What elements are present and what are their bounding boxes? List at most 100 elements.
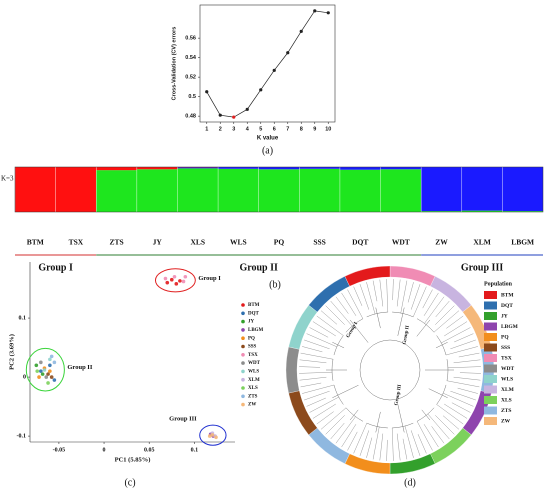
tree-leaf: [458, 352, 480, 358]
plot-frame: [199, 4, 336, 123]
tree-leaf: [404, 425, 414, 458]
ancestry-segment: [136, 169, 178, 212]
tree-arc: [392, 311, 414, 318]
cv-point: [218, 113, 222, 117]
legend-swatch: [484, 291, 497, 299]
legend-label: XLM: [501, 387, 515, 393]
x-tick-label: 10: [325, 126, 331, 132]
tree-leaf: [299, 359, 327, 363]
pca-point: [35, 369, 40, 373]
pca-point: [44, 375, 49, 379]
tree-arc: [436, 384, 447, 405]
tree-leaf: [330, 422, 345, 440]
legend-label: ZW: [248, 403, 256, 408]
tree-leaf: [359, 284, 370, 310]
x-axis-label: PC1 (5.85%): [115, 456, 151, 463]
tree-leaf: [320, 407, 347, 430]
group-label: Group III: [461, 262, 503, 273]
tree-leaf: [306, 397, 326, 407]
x-tick-label: 4: [246, 126, 250, 132]
tree-leaf: [379, 279, 383, 307]
tree-leaf: [341, 424, 357, 448]
x-tick-label: -0.05: [53, 447, 66, 453]
group-label: Group I: [38, 262, 73, 273]
ancestry-segment: [218, 167, 259, 169]
group-annotation: Group II: [67, 364, 92, 371]
legend-marker: [241, 361, 245, 365]
tree-leaf: [435, 305, 455, 325]
tree-arc: [366, 311, 388, 318]
population-label: ZTS: [109, 238, 123, 247]
tree-leaf: [431, 426, 445, 444]
pca-point: [174, 282, 179, 286]
ancestry-segment: [177, 167, 219, 169]
legend-swatch: [484, 354, 497, 362]
pca-point: [178, 279, 182, 283]
cv-line: [206, 10, 329, 118]
legend-marker: [241, 344, 245, 349]
tree-leaf: [353, 423, 367, 454]
pca-point: [183, 274, 188, 279]
legend-label: TSX: [248, 353, 258, 358]
legend-marker: [241, 402, 245, 407]
population-label: WLS: [230, 238, 247, 247]
tree-leaf: [407, 282, 414, 303]
cv-point: [286, 51, 290, 55]
tree-leaf: [397, 433, 401, 461]
tree-leaf: [416, 421, 433, 451]
tree-arc: [416, 318, 435, 333]
ancestry-segment: [461, 210, 503, 212]
legend-swatch: [484, 396, 497, 404]
pca-point: [42, 368, 47, 372]
tree-leaf: [347, 289, 364, 319]
legend-label: BTM: [501, 292, 514, 298]
ring-segment: [430, 427, 472, 464]
k-label: K=3: [1, 175, 14, 183]
pca-point: [34, 363, 39, 368]
tree-branch: [332, 385, 359, 398]
tree-leaf: [309, 327, 329, 338]
legend-label: WLS: [501, 376, 513, 382]
x-tick-label: 6: [273, 126, 276, 132]
pca-point: [181, 279, 186, 284]
tree-leaf: [441, 327, 471, 344]
population-label: WDT: [392, 238, 410, 247]
legend-label: JY: [501, 313, 508, 319]
legend-swatch: [484, 375, 497, 383]
legend-label: PQ: [248, 336, 255, 341]
tree-leaf: [320, 310, 338, 325]
ancestry-segment: [502, 211, 543, 212]
legend-swatch: [484, 333, 497, 341]
population-label: TSX: [69, 238, 84, 247]
tree-arc: [416, 407, 435, 422]
tree-leaf: [330, 300, 353, 327]
legend-marker: [241, 303, 245, 307]
tree-leaf: [402, 438, 408, 460]
ancestry-segment: [421, 167, 462, 212]
tree-leaf: [299, 372, 333, 374]
tree-leaf: [459, 372, 481, 374]
tree-leaf: [446, 315, 464, 329]
tree-group-label: Group III: [394, 384, 403, 406]
legend-label: DQT: [248, 311, 260, 316]
legend-title: Population: [484, 281, 513, 287]
ring-segment: [308, 276, 350, 313]
y-axis-label: PC2 (3.69%): [8, 334, 15, 370]
ancestry-segment: [380, 167, 422, 170]
tree-leaf: [436, 404, 464, 425]
tree-leaf: [379, 433, 383, 461]
tree-leaf: [302, 384, 335, 394]
ancestry-segment: [258, 167, 300, 170]
legend-label: XLS: [501, 397, 512, 403]
y-tick-label: 0.5: [188, 94, 196, 100]
ancestry-segment: [299, 167, 340, 169]
legend-label: ZTS: [248, 394, 258, 399]
population-label: PQ: [274, 238, 285, 247]
tree-leaf: [386, 439, 388, 461]
tree-leaf: [304, 339, 330, 350]
y-tick-label: 0.1: [19, 315, 27, 321]
legend-marker: [241, 328, 245, 332]
population-label: ZW: [435, 238, 448, 247]
tree-branch: [397, 404, 405, 433]
